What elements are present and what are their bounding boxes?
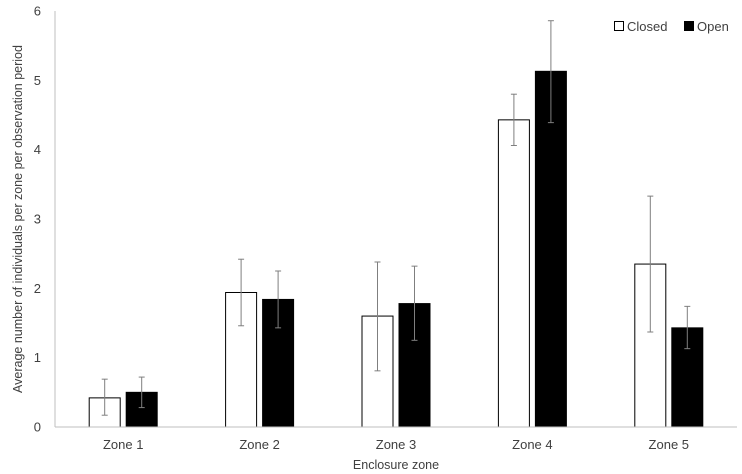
error-bar (138, 376, 145, 409)
error-bar (101, 378, 108, 416)
error-bar (411, 265, 418, 341)
legend-label-open: Open (697, 19, 729, 34)
x-axis-ticks: Zone 1 Zone 2 Zone 3 Zone 4 Zone 5 (103, 437, 689, 452)
y-tick-label: 6 (34, 4, 41, 19)
y-axis-title: Average number of individuals per zone p… (11, 45, 25, 393)
bar-closed-4 (497, 119, 530, 428)
error-bars-group (101, 20, 691, 416)
y-tick-label: 4 (34, 142, 41, 157)
legend: Closed Open (614, 19, 729, 34)
x-tick-label: Zone 5 (649, 437, 689, 452)
error-bar (547, 20, 554, 124)
x-tick-label: Zone 3 (376, 437, 416, 452)
legend-swatch-open (684, 21, 694, 31)
y-tick-label: 5 (34, 73, 41, 88)
error-bar (684, 305, 691, 350)
bars-group (88, 70, 704, 428)
y-tick-label: 1 (34, 350, 41, 365)
error-bar (238, 258, 245, 327)
legend-label-closed: Closed (627, 19, 667, 34)
y-tick-label: 2 (34, 281, 41, 296)
x-axis-title: Enclosure zone (353, 458, 439, 472)
bar-closed-5 (634, 263, 667, 428)
error-bar (374, 261, 381, 372)
x-tick-label: Zone 4 (512, 437, 552, 452)
y-tick-label: 0 (34, 420, 41, 435)
bar-open-4 (534, 70, 567, 428)
error-bar (647, 195, 654, 333)
error-bar (510, 93, 517, 147)
legend-swatch-closed (614, 21, 624, 31)
y-axis-ticks: 0 1 2 3 4 5 6 (34, 4, 41, 435)
x-tick-label: Zone 1 (103, 437, 143, 452)
y-tick-label: 3 (34, 212, 41, 227)
x-tick-label: Zone 2 (239, 437, 279, 452)
error-bar (275, 270, 282, 329)
